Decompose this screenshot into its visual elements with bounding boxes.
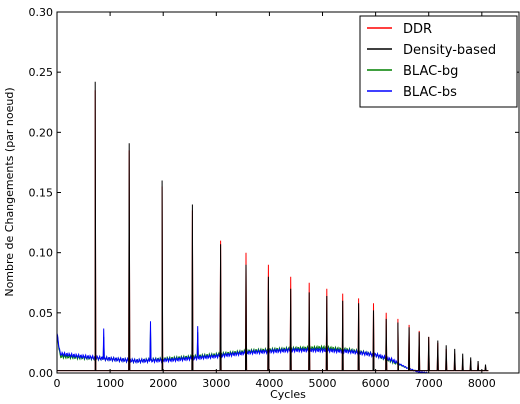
- y-axis-title: Nombre de Changements (par noeud): [3, 87, 16, 296]
- y-axis: 0.00 0.05 0.10 0.15 0.20 0.25 0.30: [29, 6, 519, 380]
- x-tick-label: 7000: [415, 377, 443, 390]
- x-axis: 0 1000 2000 3000 4000 5000 6000 7000 8000: [54, 12, 496, 390]
- y-tick-label: 0.15: [29, 187, 54, 200]
- x-tick-label: 2000: [149, 377, 177, 390]
- legend-box: [359, 15, 518, 108]
- x-tick-label: 0: [54, 377, 61, 390]
- series-line: [56, 321, 429, 374]
- y-tick-label: 0.10: [29, 247, 54, 260]
- x-axis-title: Cycles: [270, 388, 306, 401]
- y-tick-label: 0.30: [29, 6, 54, 19]
- legend: DDR Density-based BLAC-bg BLAC-bs: [359, 15, 518, 108]
- x-tick-label: 6000: [362, 377, 390, 390]
- x-tick-label: 4000: [255, 377, 283, 390]
- series-layer: [56, 81, 489, 374]
- x-tick-label: 5000: [309, 377, 337, 390]
- series-line: [57, 81, 489, 372]
- x-tick-label: 8000: [468, 377, 496, 390]
- y-tick-label: 0.00: [29, 367, 54, 380]
- y-tick-label: 0.20: [29, 126, 54, 139]
- legend-label: BLAC-bg: [403, 64, 458, 79]
- legend-label: Density-based: [403, 43, 496, 58]
- y-tick-label: 0.05: [29, 307, 54, 320]
- legend-label: BLAC-bs: [403, 85, 457, 100]
- x-tick-label: 1000: [96, 377, 124, 390]
- x-tick-label: 3000: [202, 377, 230, 390]
- y-tick-label: 0.25: [29, 66, 54, 79]
- legend-label: DDR: [403, 22, 432, 37]
